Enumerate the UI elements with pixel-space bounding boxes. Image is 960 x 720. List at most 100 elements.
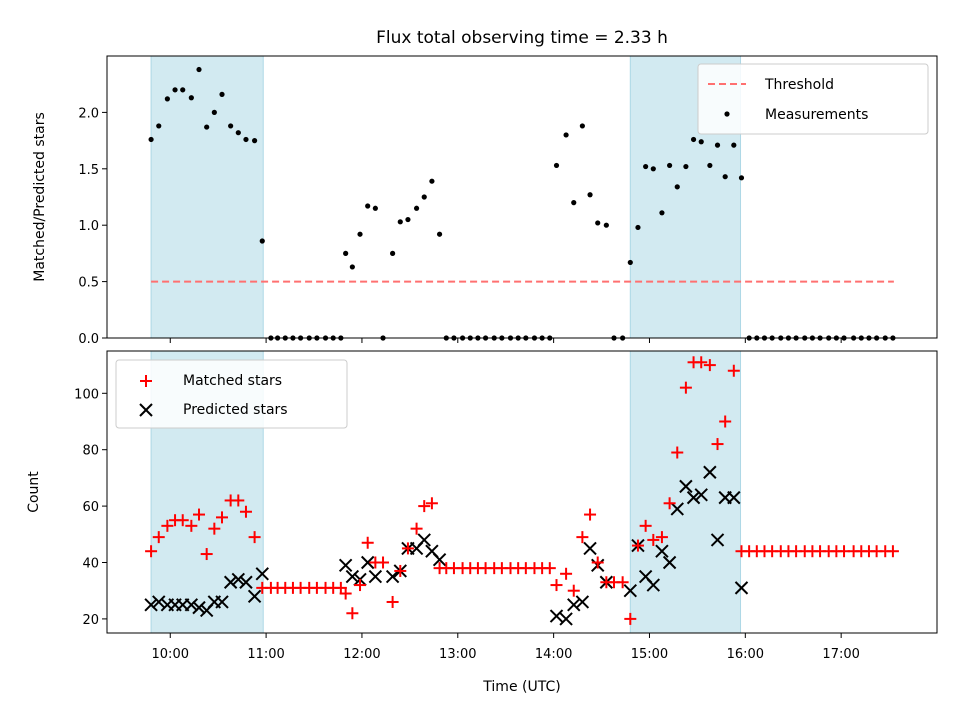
top-panel: 0.00.51.01.52.0 Matched/Predicted stars … (32, 55, 938, 347)
measurement-point (343, 250, 349, 256)
predicted-marker-stroke (567, 598, 581, 612)
predicted-marker-stroke (670, 502, 684, 516)
measurement-point (204, 124, 210, 130)
matched-star-point (631, 539, 644, 552)
predicted-star-point (215, 595, 229, 609)
measurement-point (436, 231, 443, 237)
measurement-point (188, 95, 194, 101)
measurement-point (731, 142, 737, 148)
predicted-star-point (338, 558, 353, 573)
bottom-legend: Matched stars Predicted stars (115, 359, 348, 429)
matched-star-point (425, 497, 438, 510)
y-tick-label: 60 (82, 500, 99, 515)
predicted-marker-stroke (623, 583, 638, 598)
predicted-marker-stroke (575, 595, 590, 609)
predicted-star-point (432, 552, 447, 567)
measurement-point (235, 130, 241, 136)
matched-star-point (410, 522, 423, 535)
measurement-point (259, 238, 265, 244)
measurements-legend-swatch (724, 111, 730, 117)
measurement-point (738, 175, 745, 181)
measurement-point (219, 91, 225, 97)
y-tick-label: 0.5 (78, 276, 99, 291)
predicted-star-point (192, 600, 206, 615)
measurement-point (172, 87, 178, 93)
matched-star-point (216, 511, 229, 524)
matched-star-point (208, 522, 221, 535)
matched-star-point (394, 564, 407, 577)
measurement-point (211, 109, 217, 115)
measurement-point (666, 162, 673, 169)
measurements-legend-label: Measurements (765, 107, 868, 123)
predicted-star-point (662, 555, 677, 570)
predicted-star-point (670, 502, 684, 516)
shaded-span (150, 55, 264, 339)
x-tick-label: 12:00 (343, 647, 380, 662)
measurement-point (571, 200, 577, 206)
predicted-marker-stroke (703, 465, 717, 479)
measurement-point (405, 216, 411, 223)
top-plot-frame (106, 55, 938, 339)
predicted-star-point (152, 595, 166, 609)
matched-star-point (377, 556, 390, 569)
top-legend: Threshold Measurements (697, 63, 929, 135)
predicted-marker-stroke (255, 567, 269, 581)
x-tick-label: 17:00 (822, 647, 859, 662)
measurement-point (683, 163, 689, 170)
predicted-star-point (646, 578, 661, 592)
top-y-axis: 0.0 0.5 1.0 1.5 2.0 (78, 106, 107, 347)
predicted-star-point (239, 575, 253, 589)
predicted-marker-stroke (231, 572, 246, 587)
measurement-point (397, 219, 403, 225)
predicted-marker-stroke (385, 569, 400, 584)
bottom-y-axis-label: Count (26, 471, 42, 513)
matched-star-point (176, 514, 189, 527)
x-tick-label: 14:00 (535, 647, 572, 662)
measurement-point (421, 194, 427, 200)
measurement-point (650, 166, 656, 172)
matched-star-point (647, 533, 660, 546)
measurement-point (180, 87, 186, 93)
matched-star-point (727, 364, 740, 377)
bottom-x-axis: 10:00 11:00 12:00 13:00 14:00 15:00 16:00 17:00 (152, 633, 860, 662)
measurement-point (635, 224, 641, 231)
matched-star-point (576, 531, 589, 544)
measurement-point (595, 220, 601, 226)
matched-star-point (386, 595, 399, 608)
predicted-legend-swatch (139, 403, 153, 417)
matched-star-point (624, 612, 637, 625)
measurement-point (690, 136, 697, 143)
y-tick-label: 40 (82, 557, 99, 572)
predicted-star-point (231, 572, 246, 587)
matched-star-point (193, 508, 206, 521)
predicted-marker-stroke (710, 533, 725, 547)
predicted-star-point (583, 541, 597, 556)
measurement-point (390, 250, 396, 256)
predicted-star-point (360, 555, 375, 570)
measurement-point (579, 123, 585, 129)
measurement-point (228, 123, 234, 129)
matched-star-point (248, 531, 261, 544)
y-tick-label: 20 (82, 613, 99, 628)
x-axis-label: Time (UTC) (482, 679, 560, 695)
bottom-y-axis: 20 40 60 80 100 (74, 387, 107, 628)
bottom-legend-frame (115, 359, 348, 429)
predicted-marker-stroke (734, 581, 749, 595)
predicted-star-point (368, 569, 383, 584)
matched-star-point (584, 508, 597, 521)
measurement-point (603, 222, 609, 228)
bottom-panel: 20 40 60 80 100 10:00 11:00 12:00 13:00 14:00 15:… (26, 350, 938, 695)
measurement-point (164, 96, 170, 102)
matched-star-point (354, 579, 367, 592)
predicted-star-point (255, 567, 269, 581)
predicted-marker-stroke (432, 552, 447, 567)
predicted-marker-stroke (638, 569, 653, 584)
predicted-star-point (727, 490, 741, 505)
matched-star-point (695, 356, 708, 369)
measurement-point (563, 132, 569, 138)
predicted-marker-stroke (215, 595, 229, 609)
x-tick-label: 10:00 (152, 647, 189, 662)
predicted-star-point (694, 488, 708, 502)
predicted-marker-stroke (368, 569, 383, 584)
matched-star-point (703, 359, 716, 372)
